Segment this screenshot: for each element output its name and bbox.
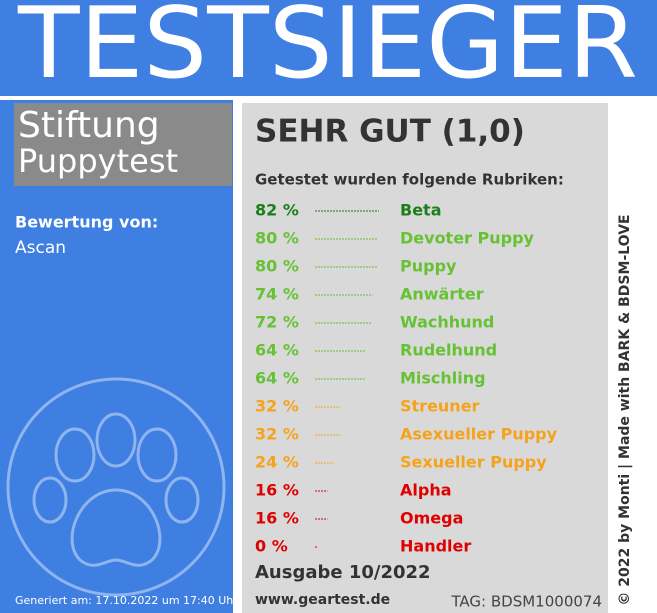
row-name: Handler <box>400 537 471 556</box>
brand-box <box>14 103 232 186</box>
row-name: Alpha <box>400 481 452 500</box>
row-percent: 82 % <box>255 201 299 220</box>
brand-line1: Stiftung <box>18 105 160 146</box>
tag: TAG: BDSM1000074 <box>450 593 602 611</box>
row-percent: 16 % <box>255 509 299 528</box>
row-name: Wachhund <box>400 313 494 332</box>
row-percent: 24 % <box>255 453 299 472</box>
website: www.geartest.de <box>255 592 390 608</box>
row-name: Streuner <box>400 397 480 416</box>
row-name: Beta <box>400 201 442 220</box>
row-percent: 32 % <box>255 397 299 416</box>
row-percent: 72 % <box>255 313 299 332</box>
banner <box>0 0 657 96</box>
row-name: Mischling <box>400 369 486 388</box>
row-name: Rudelhund <box>400 341 497 360</box>
row-percent: 64 % <box>255 341 299 360</box>
row-percent: 74 % <box>255 285 299 304</box>
title: TESTSIEGER <box>17 0 638 101</box>
brand-line2: Puppytest <box>18 142 178 180</box>
row-name: Puppy <box>400 257 457 276</box>
edition: Ausgabe 10/2022 <box>255 562 431 583</box>
row-name: Asexueller Puppy <box>400 425 558 444</box>
row-percent: 16 % <box>255 481 299 500</box>
reviewer-label: Bewertung von: <box>15 213 158 232</box>
row-name: Sexueller Puppy <box>400 453 547 472</box>
row-percent: 0 % <box>255 537 288 556</box>
row-name: Anwärter <box>400 285 484 304</box>
row-name: Devoter Puppy <box>400 229 535 248</box>
copyright: © 2022 by Monti | Made with BARK & BDSM-… <box>617 214 633 605</box>
row-percent: 64 % <box>255 369 299 388</box>
generated: Generiert am: 17.10.2022 um 17:40 Uhr <box>15 594 238 607</box>
intro: Getestet wurden folgende Rubriken: <box>255 171 564 189</box>
row-percent: 80 % <box>255 229 299 248</box>
verdict: SEHR GUT (1,0) <box>255 114 525 150</box>
row-percent: 32 % <box>255 425 299 444</box>
result-panel <box>242 103 608 613</box>
row-percent: 80 % <box>255 257 299 276</box>
paw-icon <box>6 377 226 597</box>
reviewer-name: Ascan <box>15 238 66 258</box>
row-name: Omega <box>400 509 463 528</box>
